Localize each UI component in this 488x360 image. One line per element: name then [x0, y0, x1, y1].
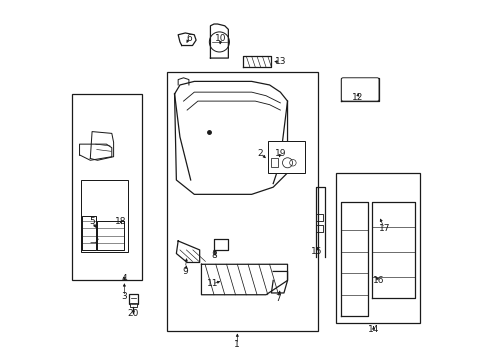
Text: 9: 9: [182, 267, 188, 276]
Bar: [271, 158, 277, 167]
Text: 17: 17: [378, 224, 389, 233]
Bar: [130, 303, 136, 307]
Text: 10: 10: [215, 34, 226, 43]
Bar: [72, 94, 142, 280]
Text: 6: 6: [185, 34, 191, 43]
Text: 13: 13: [274, 57, 285, 66]
Text: 19: 19: [274, 149, 285, 158]
Text: 11: 11: [206, 279, 218, 288]
Text: 1: 1: [234, 340, 240, 349]
Text: 8: 8: [211, 251, 217, 260]
Text: 20: 20: [127, 309, 139, 318]
Text: 7: 7: [275, 294, 281, 303]
Bar: [167, 72, 317, 330]
Bar: [81, 180, 128, 252]
Bar: [129, 294, 137, 304]
FancyBboxPatch shape: [341, 78, 378, 101]
Text: 2: 2: [257, 149, 263, 158]
Text: 5: 5: [89, 217, 95, 226]
Bar: [335, 173, 419, 323]
Text: 12: 12: [351, 93, 363, 102]
Text: 3: 3: [121, 292, 127, 301]
Text: 4: 4: [122, 274, 127, 283]
Text: 14: 14: [367, 325, 379, 334]
Text: 15: 15: [310, 247, 321, 256]
Text: 16: 16: [372, 276, 384, 285]
Bar: [267, 140, 305, 173]
Text: 18: 18: [115, 217, 126, 226]
